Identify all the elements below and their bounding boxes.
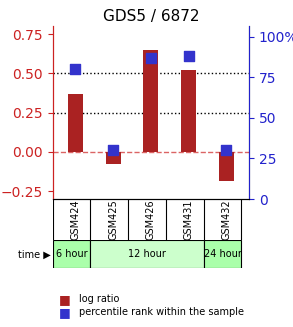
Text: percentile rank within the sample: percentile rank within the sample xyxy=(79,307,244,317)
Text: GSM432: GSM432 xyxy=(222,199,231,240)
Point xyxy=(73,67,78,72)
Title: GDS5 / 6872: GDS5 / 6872 xyxy=(103,9,199,24)
Text: log ratio: log ratio xyxy=(79,294,120,304)
Point xyxy=(224,148,229,153)
Text: ■: ■ xyxy=(59,306,70,319)
Text: GSM424: GSM424 xyxy=(70,199,80,240)
Point xyxy=(111,148,115,153)
Text: GSM431: GSM431 xyxy=(184,199,194,240)
Text: time ▶: time ▶ xyxy=(18,249,51,259)
Text: ■: ■ xyxy=(59,293,70,306)
Point xyxy=(186,54,191,59)
Text: 24 hour: 24 hour xyxy=(204,249,241,259)
Text: 6 hour: 6 hour xyxy=(56,249,87,259)
Bar xyxy=(143,50,159,152)
FancyBboxPatch shape xyxy=(204,240,241,268)
Point xyxy=(149,55,153,60)
Bar xyxy=(105,152,121,164)
Text: 12 hour: 12 hour xyxy=(128,249,166,259)
FancyBboxPatch shape xyxy=(53,240,91,268)
Bar xyxy=(219,152,234,181)
Bar xyxy=(68,94,83,152)
Bar xyxy=(181,70,196,152)
FancyBboxPatch shape xyxy=(91,240,204,268)
Text: GSM426: GSM426 xyxy=(146,199,156,240)
Text: GSM425: GSM425 xyxy=(108,199,118,240)
